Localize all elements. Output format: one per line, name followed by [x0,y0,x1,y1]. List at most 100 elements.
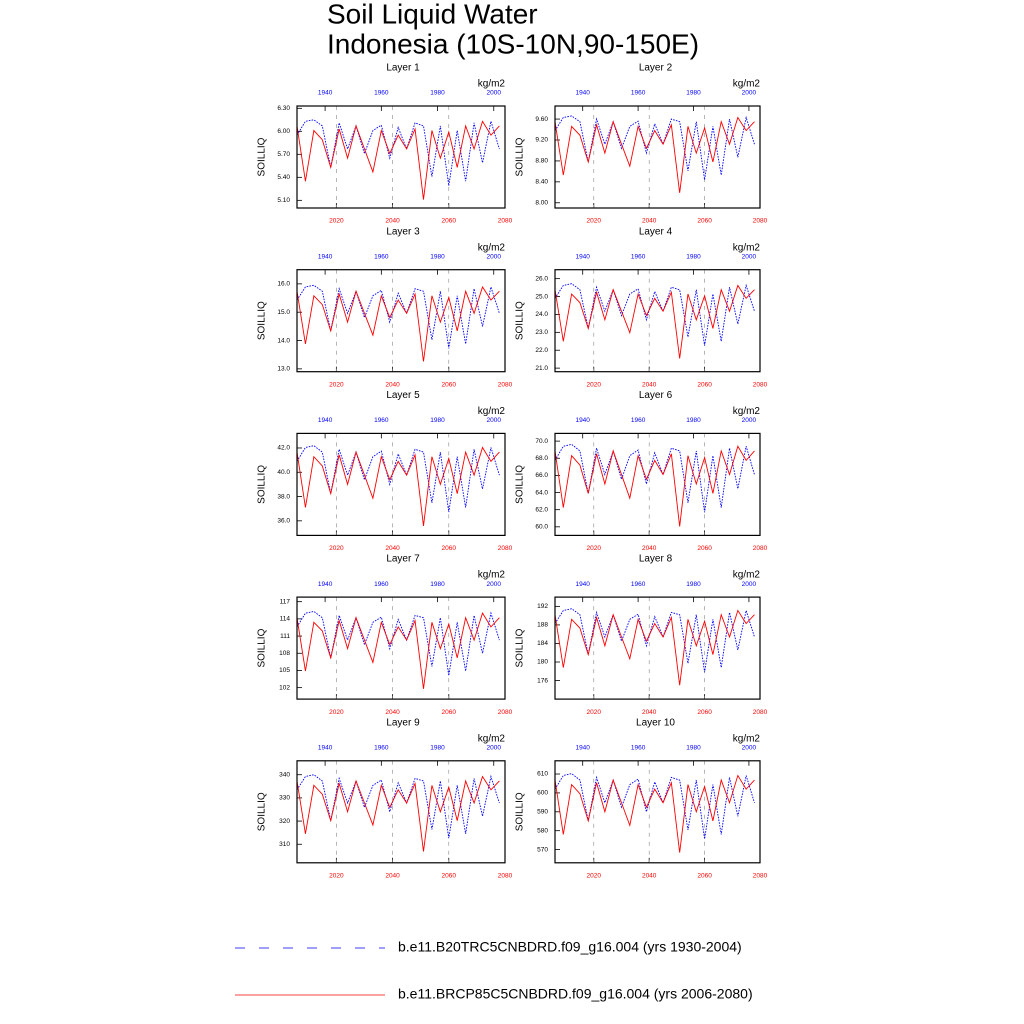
x2-tick-label: 1960 [631,90,646,97]
units-label: kg/m2 [478,570,506,581]
y-tick-label: 16.0 [277,281,290,288]
data-line [554,445,755,527]
x2-tick-label: 1980 [686,745,701,752]
data-line [554,608,755,673]
data-line [554,115,755,180]
x-tick-label: 2080 [753,381,768,388]
legend-label: b.e11.B20TRC5CNBDRD.f09_g16.004 (yrs 193… [398,939,742,955]
x2-tick-label: 1960 [374,581,389,588]
x-tick-label: 2080 [498,873,513,880]
x-tick-label: 2020 [587,709,602,716]
units-label: kg/m2 [733,733,761,744]
x-tick-label: 2060 [442,709,457,716]
x2-tick-label: 2000 [742,90,757,97]
legend-label: b.e11.BRCP85C5CNBDRD.f09_g16.004 (yrs 20… [398,986,753,1002]
y-tick-label: 64.0 [535,489,548,496]
y-tick-label: 42.0 [277,445,290,452]
data-line [554,443,755,513]
y-axis-label: SOILLIQ [515,465,526,504]
y-axis-label: SOILLIQ [515,301,526,340]
data-line [296,120,500,200]
x2-tick-label: 1940 [575,745,590,752]
x2-tick-label: 1980 [686,253,701,260]
y-tick-label: 14.0 [277,337,290,344]
plot-frame [554,760,761,864]
x-tick-label: 2060 [697,709,712,716]
y-tick-label: 38.0 [277,493,290,500]
x-tick-label: 2040 [642,873,657,880]
y-axis-label: SOILLIQ [515,628,526,667]
units-label: kg/m2 [478,733,506,744]
x-tick-label: 2060 [697,545,712,552]
y-tick-label: 9.60 [535,116,548,123]
x2-tick-label: 1940 [318,745,333,752]
x-tick-label: 2040 [385,381,400,388]
x-tick-label: 2040 [642,218,657,225]
y-tick-label: 5.40 [277,174,290,181]
panel-title: Layer 9 [386,717,420,728]
x-tick-label: 2020 [587,218,602,225]
x2-tick-label: 1940 [575,90,590,97]
x-tick-label: 2060 [442,218,457,225]
y-tick-label: 184 [537,640,548,647]
x2-tick-label: 1980 [686,581,701,588]
x2-tick-label: 1940 [575,417,590,424]
x2-tick-label: 1960 [631,581,646,588]
x2-tick-label: 2000 [487,581,502,588]
x2-tick-label: 1980 [430,90,445,97]
x2-tick-label: 1980 [686,417,701,424]
data-line [296,284,500,349]
chart-subtitle: Indonesia (10S-10N,90-150E) [327,28,699,59]
plot-frame [296,269,506,373]
y-axis-label: SOILLIQ [515,792,526,831]
x-tick-label: 2060 [697,873,712,880]
y-tick-label: 102 [279,684,290,691]
y-tick-label: 310 [279,841,290,848]
data-line [296,612,500,689]
x2-tick-label: 1940 [318,417,333,424]
x2-tick-label: 2000 [487,417,502,424]
x2-tick-label: 1960 [631,417,646,424]
x2-tick-label: 2000 [487,745,502,752]
panel-title: Layer 2 [639,63,673,74]
units-label: kg/m2 [478,242,506,253]
y-tick-label: 610 [537,771,548,778]
x2-tick-label: 1940 [575,253,590,260]
x-tick-label: 2020 [587,381,602,388]
x-tick-label: 2040 [642,545,657,552]
x-tick-label: 2020 [587,545,602,552]
x-tick-label: 2060 [697,218,712,225]
x-tick-label: 2080 [498,545,513,552]
x2-tick-label: 2000 [487,253,502,260]
panel-title: Layer 8 [639,554,673,565]
y-axis-label: SOILLIQ [515,137,526,176]
y-tick-label: 8.80 [535,158,548,165]
data-line [296,285,500,362]
y-tick-label: 8.40 [535,179,548,186]
x-tick-label: 2020 [587,873,602,880]
y-tick-label: 111 [280,633,290,640]
data-line [296,774,500,839]
x2-tick-label: 1980 [430,581,445,588]
x2-tick-label: 1980 [430,745,445,752]
y-tick-label: 66.0 [535,472,548,479]
data-line [554,773,755,840]
data-line [296,445,500,513]
units-label: kg/m2 [478,406,506,417]
y-tick-label: 105 [279,667,290,674]
units-label: kg/m2 [733,406,761,417]
x2-tick-label: 1940 [318,253,333,260]
plot-frame [554,596,761,700]
panel-title: Layer 1 [386,63,420,74]
x-tick-label: 2080 [753,873,768,880]
x-tick-label: 2080 [753,218,768,225]
x2-tick-label: 2000 [742,417,757,424]
y-tick-label: 26.0 [535,275,548,282]
y-tick-label: 180 [537,659,548,666]
x-tick-label: 2040 [385,873,400,880]
y-tick-label: 22.0 [535,347,548,354]
data-line [554,116,755,193]
x-tick-label: 2020 [329,873,344,880]
units-label: kg/m2 [733,570,761,581]
y-axis-label: SOILLIQ [257,137,268,176]
